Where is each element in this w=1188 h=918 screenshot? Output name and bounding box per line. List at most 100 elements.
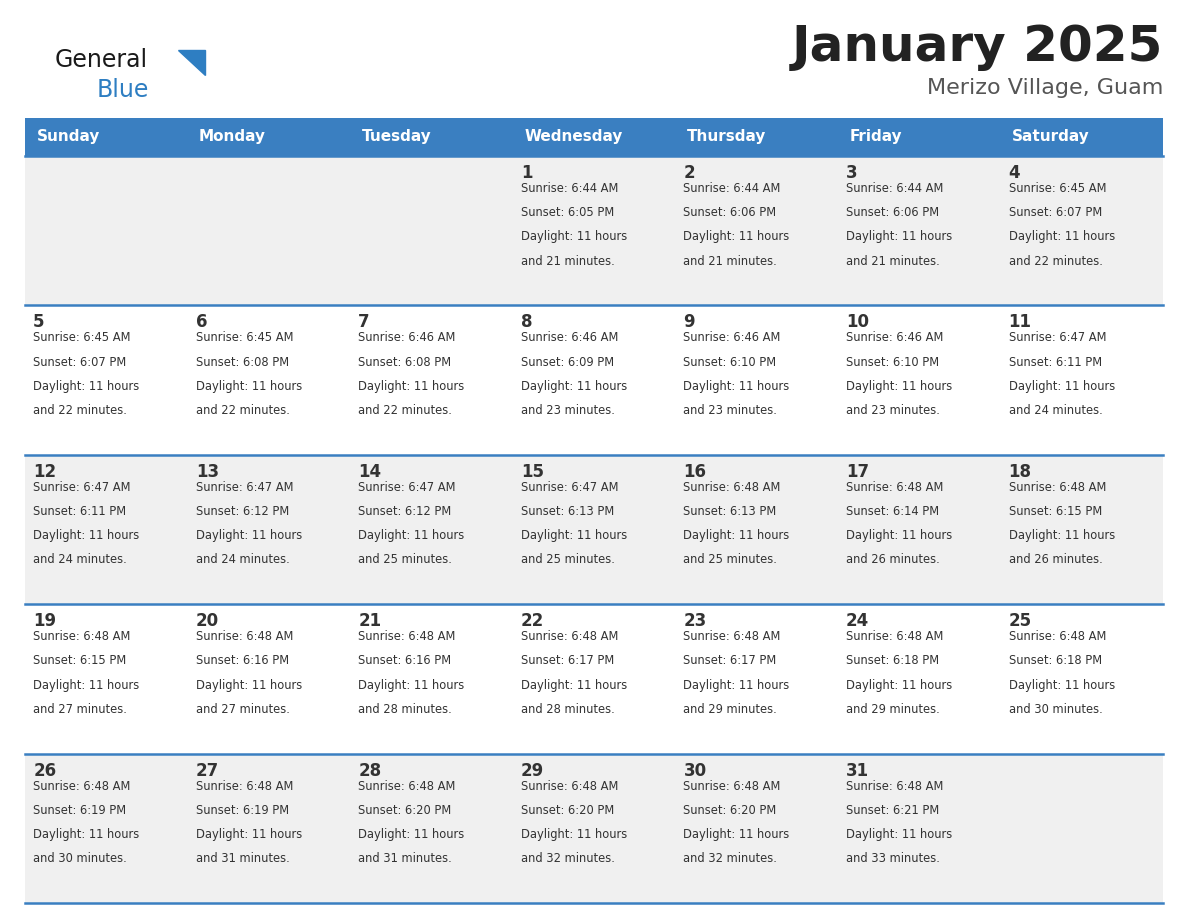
Text: and 25 minutes.: and 25 minutes. <box>359 554 453 566</box>
Text: Daylight: 11 hours: Daylight: 11 hours <box>359 529 465 543</box>
Text: 13: 13 <box>196 463 219 481</box>
Text: Sunset: 6:18 PM: Sunset: 6:18 PM <box>846 655 939 667</box>
Text: and 30 minutes.: and 30 minutes. <box>1009 703 1102 716</box>
Text: Daylight: 11 hours: Daylight: 11 hours <box>520 828 627 841</box>
Text: Daylight: 11 hours: Daylight: 11 hours <box>846 529 953 543</box>
Text: and 27 minutes.: and 27 minutes. <box>196 703 290 716</box>
Text: 14: 14 <box>359 463 381 481</box>
Text: Sunset: 6:15 PM: Sunset: 6:15 PM <box>1009 505 1101 518</box>
Text: Sunset: 6:08 PM: Sunset: 6:08 PM <box>196 355 289 369</box>
Bar <box>25 306 1163 454</box>
Text: Daylight: 11 hours: Daylight: 11 hours <box>520 529 627 543</box>
Text: 4: 4 <box>1009 164 1020 182</box>
Text: Daylight: 11 hours: Daylight: 11 hours <box>1009 529 1114 543</box>
Text: Daylight: 11 hours: Daylight: 11 hours <box>196 678 302 691</box>
Text: January 2025: January 2025 <box>791 23 1163 71</box>
Text: and 22 minutes.: and 22 minutes. <box>1009 254 1102 268</box>
Text: Sunset: 6:14 PM: Sunset: 6:14 PM <box>846 505 939 518</box>
Text: Friday: Friday <box>849 129 902 144</box>
Text: 29: 29 <box>520 762 544 779</box>
Text: Sunset: 6:13 PM: Sunset: 6:13 PM <box>683 505 777 518</box>
Text: 18: 18 <box>1009 463 1031 481</box>
Text: Sunset: 6:09 PM: Sunset: 6:09 PM <box>520 355 614 369</box>
Text: and 21 minutes.: and 21 minutes. <box>846 254 940 268</box>
Text: Sunset: 6:13 PM: Sunset: 6:13 PM <box>520 505 614 518</box>
Text: and 31 minutes.: and 31 minutes. <box>359 852 451 865</box>
Text: and 32 minutes.: and 32 minutes. <box>520 852 614 865</box>
Text: Daylight: 11 hours: Daylight: 11 hours <box>520 678 627 691</box>
Text: Daylight: 11 hours: Daylight: 11 hours <box>33 678 139 691</box>
Text: Sunrise: 6:48 AM: Sunrise: 6:48 AM <box>359 630 456 644</box>
Text: 5: 5 <box>33 313 45 331</box>
Text: and 24 minutes.: and 24 minutes. <box>196 554 290 566</box>
Text: Daylight: 11 hours: Daylight: 11 hours <box>846 230 953 243</box>
Text: Sunset: 6:17 PM: Sunset: 6:17 PM <box>520 655 614 667</box>
Text: 19: 19 <box>33 612 56 630</box>
Text: Daylight: 11 hours: Daylight: 11 hours <box>683 828 790 841</box>
Bar <box>25 156 1163 306</box>
Text: Daylight: 11 hours: Daylight: 11 hours <box>359 380 465 393</box>
Text: 30: 30 <box>683 762 707 779</box>
Text: Sunset: 6:12 PM: Sunset: 6:12 PM <box>359 505 451 518</box>
Text: Sunrise: 6:48 AM: Sunrise: 6:48 AM <box>683 630 781 644</box>
Text: Sunrise: 6:48 AM: Sunrise: 6:48 AM <box>846 779 943 792</box>
Text: and 22 minutes.: and 22 minutes. <box>196 404 290 417</box>
Text: Monday: Monday <box>198 129 266 144</box>
Text: 28: 28 <box>359 762 381 779</box>
Bar <box>1000 118 1163 156</box>
Text: Sunset: 6:10 PM: Sunset: 6:10 PM <box>846 355 939 369</box>
Text: Daylight: 11 hours: Daylight: 11 hours <box>1009 678 1114 691</box>
Text: Sunrise: 6:48 AM: Sunrise: 6:48 AM <box>1009 481 1106 494</box>
Text: 2: 2 <box>683 164 695 182</box>
Text: Sunset: 6:21 PM: Sunset: 6:21 PM <box>846 804 940 817</box>
Bar <box>350 118 513 156</box>
Text: Sunrise: 6:48 AM: Sunrise: 6:48 AM <box>359 779 456 792</box>
Text: 9: 9 <box>683 313 695 331</box>
Text: and 22 minutes.: and 22 minutes. <box>33 404 127 417</box>
Bar <box>25 604 1163 754</box>
Text: Sunset: 6:19 PM: Sunset: 6:19 PM <box>33 804 126 817</box>
Text: Blue: Blue <box>97 78 150 102</box>
Text: 12: 12 <box>33 463 56 481</box>
Text: 17: 17 <box>846 463 870 481</box>
Text: Sunset: 6:10 PM: Sunset: 6:10 PM <box>683 355 777 369</box>
Text: and 23 minutes.: and 23 minutes. <box>520 404 614 417</box>
Text: 11: 11 <box>1009 313 1031 331</box>
Text: and 25 minutes.: and 25 minutes. <box>683 554 777 566</box>
Text: Sunrise: 6:46 AM: Sunrise: 6:46 AM <box>520 331 618 344</box>
Text: 24: 24 <box>846 612 870 630</box>
Text: Sunrise: 6:48 AM: Sunrise: 6:48 AM <box>33 779 131 792</box>
Text: Sunrise: 6:45 AM: Sunrise: 6:45 AM <box>33 331 131 344</box>
Text: Sunset: 6:20 PM: Sunset: 6:20 PM <box>520 804 614 817</box>
Bar <box>25 454 1163 604</box>
Text: Sunset: 6:07 PM: Sunset: 6:07 PM <box>1009 207 1101 219</box>
Text: and 31 minutes.: and 31 minutes. <box>196 852 290 865</box>
Text: Daylight: 11 hours: Daylight: 11 hours <box>683 529 790 543</box>
Text: Sunset: 6:20 PM: Sunset: 6:20 PM <box>359 804 451 817</box>
Text: and 25 minutes.: and 25 minutes. <box>520 554 614 566</box>
Text: Sunrise: 6:48 AM: Sunrise: 6:48 AM <box>33 630 131 644</box>
Text: Wednesday: Wednesday <box>524 129 623 144</box>
Text: 21: 21 <box>359 612 381 630</box>
Text: Sunrise: 6:47 AM: Sunrise: 6:47 AM <box>196 481 293 494</box>
Text: Daylight: 11 hours: Daylight: 11 hours <box>359 678 465 691</box>
Bar <box>513 118 675 156</box>
Bar <box>188 118 350 156</box>
Text: Daylight: 11 hours: Daylight: 11 hours <box>683 678 790 691</box>
Text: Sunset: 6:17 PM: Sunset: 6:17 PM <box>683 655 777 667</box>
Text: and 24 minutes.: and 24 minutes. <box>33 554 127 566</box>
Text: and 26 minutes.: and 26 minutes. <box>1009 554 1102 566</box>
Text: Sunset: 6:19 PM: Sunset: 6:19 PM <box>196 804 289 817</box>
Text: 27: 27 <box>196 762 219 779</box>
Text: Daylight: 11 hours: Daylight: 11 hours <box>33 380 139 393</box>
Text: Daylight: 11 hours: Daylight: 11 hours <box>1009 380 1114 393</box>
Text: Sunset: 6:15 PM: Sunset: 6:15 PM <box>33 655 126 667</box>
Text: 20: 20 <box>196 612 219 630</box>
Text: Daylight: 11 hours: Daylight: 11 hours <box>359 828 465 841</box>
Text: Sunrise: 6:47 AM: Sunrise: 6:47 AM <box>359 481 456 494</box>
Text: 26: 26 <box>33 762 56 779</box>
Text: Daylight: 11 hours: Daylight: 11 hours <box>520 380 627 393</box>
Text: Sunset: 6:07 PM: Sunset: 6:07 PM <box>33 355 126 369</box>
Text: Sunrise: 6:48 AM: Sunrise: 6:48 AM <box>520 779 618 792</box>
Text: Sunrise: 6:45 AM: Sunrise: 6:45 AM <box>1009 182 1106 195</box>
